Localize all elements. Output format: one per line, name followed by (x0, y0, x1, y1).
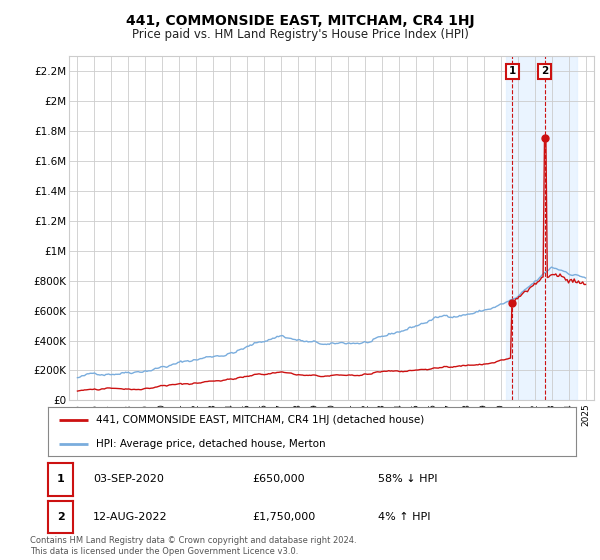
Text: 03-SEP-2020: 03-SEP-2020 (93, 474, 164, 484)
Text: £1,750,000: £1,750,000 (252, 512, 315, 522)
Text: 4% ↑ HPI: 4% ↑ HPI (378, 512, 431, 522)
Text: £650,000: £650,000 (252, 474, 305, 484)
Text: 12-AUG-2022: 12-AUG-2022 (93, 512, 167, 522)
Text: 2: 2 (541, 67, 548, 77)
Text: 1: 1 (57, 474, 64, 484)
Text: 58% ↓ HPI: 58% ↓ HPI (378, 474, 437, 484)
Text: 2: 2 (57, 512, 64, 522)
Text: Price paid vs. HM Land Registry's House Price Index (HPI): Price paid vs. HM Land Registry's House … (131, 28, 469, 41)
Bar (506, 56, 577, 400)
Text: 441, COMMONSIDE EAST, MITCHAM, CR4 1HJ: 441, COMMONSIDE EAST, MITCHAM, CR4 1HJ (125, 14, 475, 28)
Text: Contains HM Land Registry data © Crown copyright and database right 2024.
This d: Contains HM Land Registry data © Crown c… (30, 536, 356, 556)
Text: 441, COMMONSIDE EAST, MITCHAM, CR4 1HJ (detached house): 441, COMMONSIDE EAST, MITCHAM, CR4 1HJ (… (95, 415, 424, 425)
Text: HPI: Average price, detached house, Merton: HPI: Average price, detached house, Mert… (95, 438, 325, 449)
Text: 1: 1 (509, 67, 516, 77)
